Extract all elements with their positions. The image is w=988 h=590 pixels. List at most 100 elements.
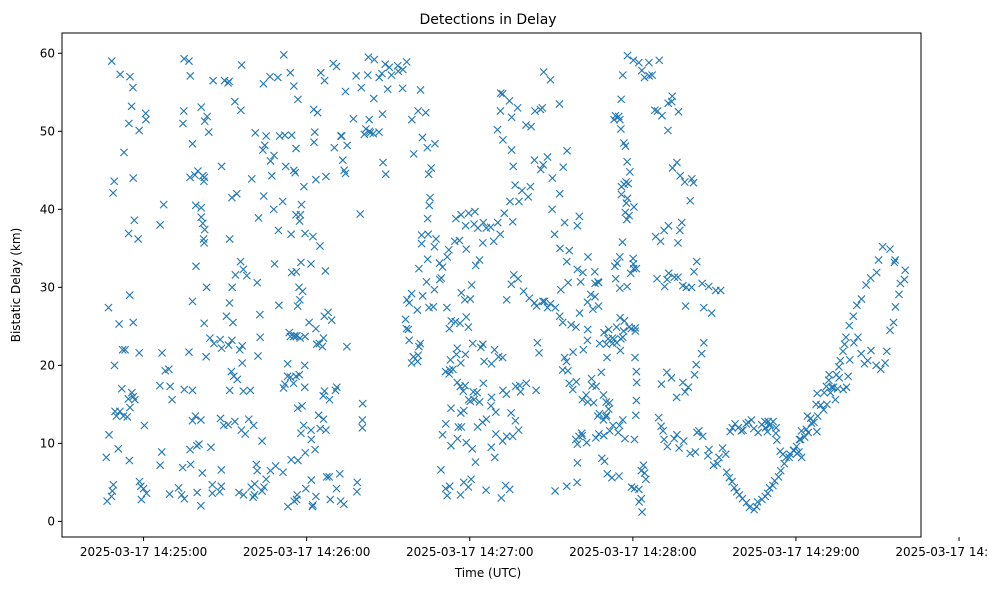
data-point bbox=[715, 453, 724, 462]
data-point bbox=[502, 295, 511, 304]
data-point bbox=[763, 427, 772, 436]
data-point bbox=[418, 133, 427, 142]
data-point bbox=[508, 432, 517, 441]
data-point bbox=[686, 449, 695, 458]
data-point bbox=[624, 179, 633, 188]
data-point bbox=[836, 356, 845, 365]
data-point bbox=[657, 380, 666, 389]
data-point bbox=[217, 465, 226, 474]
data-point bbox=[697, 349, 706, 358]
data-point bbox=[110, 177, 119, 186]
data-point bbox=[555, 100, 564, 108]
data-point bbox=[274, 226, 283, 235]
data-point bbox=[459, 406, 468, 415]
data-point bbox=[188, 139, 197, 148]
data-point bbox=[493, 218, 502, 227]
data-point bbox=[659, 426, 668, 435]
data-point bbox=[797, 453, 806, 462]
data-point bbox=[829, 383, 838, 392]
y-tick-label: 20 bbox=[40, 358, 55, 372]
y-tick-label: 10 bbox=[40, 436, 55, 450]
data-point bbox=[192, 262, 201, 271]
data-point bbox=[614, 112, 623, 121]
data-point bbox=[320, 76, 329, 85]
y-tick-label: 60 bbox=[40, 46, 55, 60]
data-point bbox=[141, 109, 150, 118]
data-point bbox=[550, 230, 559, 239]
data-point bbox=[657, 111, 666, 120]
data-point bbox=[180, 54, 189, 63]
data-point bbox=[599, 431, 608, 440]
data-point bbox=[216, 414, 225, 423]
data-point bbox=[168, 395, 177, 404]
data-point bbox=[654, 413, 663, 422]
data-point bbox=[196, 501, 205, 510]
data-point bbox=[631, 353, 640, 362]
data-point bbox=[573, 440, 582, 449]
data-point bbox=[891, 302, 900, 311]
data-point bbox=[321, 266, 330, 275]
data-point bbox=[231, 270, 240, 279]
data-point bbox=[498, 89, 507, 98]
data-point bbox=[563, 146, 572, 155]
data-point bbox=[325, 395, 334, 404]
data-point bbox=[587, 374, 596, 383]
data-point bbox=[158, 348, 167, 357]
data-point bbox=[681, 387, 690, 396]
data-point bbox=[445, 324, 454, 333]
data-point bbox=[507, 280, 516, 289]
data-point bbox=[594, 302, 603, 311]
data-point bbox=[289, 82, 298, 91]
data-point bbox=[471, 458, 480, 467]
data-point bbox=[681, 302, 690, 311]
data-point bbox=[640, 469, 649, 478]
data-point bbox=[445, 369, 454, 378]
data-point bbox=[360, 130, 369, 139]
data-point bbox=[361, 124, 370, 133]
data-point bbox=[369, 94, 378, 103]
data-point bbox=[447, 404, 455, 413]
data-point bbox=[330, 143, 339, 152]
data-point bbox=[894, 290, 903, 299]
data-point bbox=[466, 295, 475, 304]
data-point bbox=[825, 370, 834, 379]
data-point bbox=[307, 426, 315, 435]
data-point bbox=[632, 396, 641, 405]
data-point bbox=[462, 312, 471, 321]
data-point bbox=[876, 365, 885, 374]
data-point bbox=[286, 332, 295, 341]
data-point bbox=[198, 469, 207, 478]
data-point bbox=[514, 197, 523, 206]
data-point bbox=[457, 423, 466, 431]
data-point bbox=[409, 149, 418, 158]
data-point bbox=[343, 141, 352, 150]
data-point bbox=[291, 168, 300, 177]
data-point bbox=[489, 237, 498, 246]
data-point bbox=[342, 342, 351, 351]
data-point bbox=[713, 459, 722, 468]
data-point bbox=[590, 267, 599, 276]
data-point bbox=[423, 214, 432, 223]
data-point bbox=[266, 156, 275, 165]
data-point bbox=[491, 408, 500, 417]
data-point bbox=[310, 128, 319, 137]
data-point bbox=[179, 107, 188, 116]
data-point bbox=[441, 484, 450, 493]
data-point bbox=[565, 379, 574, 388]
data-point bbox=[363, 71, 372, 80]
data-point bbox=[430, 285, 439, 294]
data-point bbox=[670, 273, 679, 282]
data-point bbox=[250, 490, 259, 499]
data-point bbox=[339, 500, 348, 509]
data-point bbox=[414, 107, 423, 116]
data-point bbox=[726, 427, 735, 436]
data-point bbox=[298, 287, 307, 296]
data-point bbox=[435, 259, 444, 268]
data-point bbox=[186, 173, 195, 182]
y-axis-title: Bistatic Delay (km) bbox=[9, 228, 23, 343]
data-point bbox=[639, 461, 648, 470]
data-point bbox=[496, 89, 505, 98]
data-point bbox=[591, 292, 600, 301]
data-point bbox=[526, 182, 535, 191]
data-point bbox=[866, 273, 875, 282]
